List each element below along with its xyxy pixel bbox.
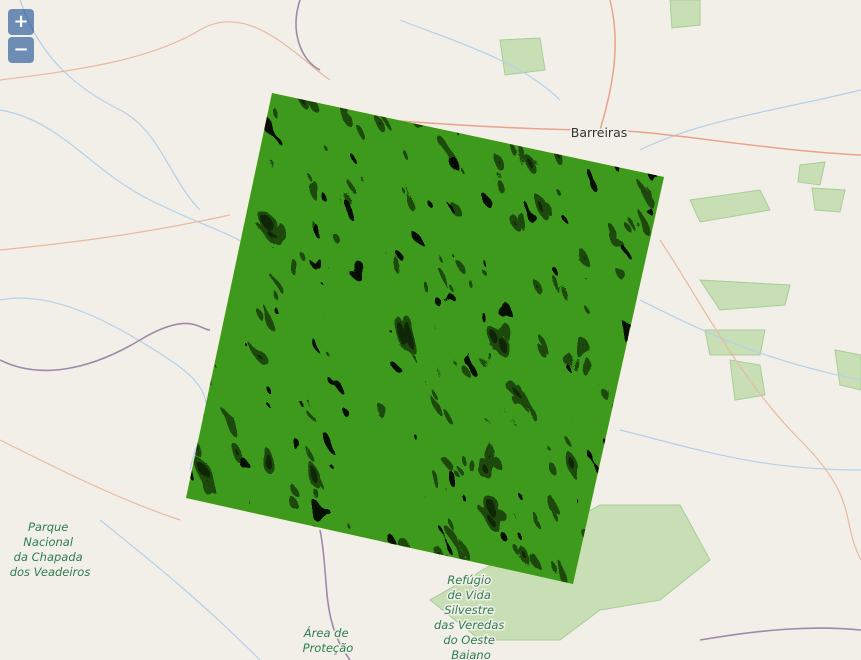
label-line: Refúgio [447, 573, 491, 587]
label-line: Parque [28, 520, 68, 534]
label-line: Silvestre [444, 603, 494, 617]
label-line: do Oeste [443, 633, 495, 647]
label-line: Área de [303, 625, 349, 640]
park-label: Parque Nacional da Chapada dos Veadeiros [10, 520, 91, 579]
label-line: de Vida [447, 588, 490, 602]
label-line: das Veredas [434, 618, 504, 632]
park-label: Área de Proteção [303, 625, 354, 655]
zoom-out-button[interactable]: − [8, 37, 34, 63]
label-line: Baiano [451, 648, 491, 660]
label-line: dos Veadeiros [10, 565, 91, 579]
place-label: Barreiras [571, 125, 628, 140]
park-label: Refúgio de Vida Silvestre das Veredas do… [434, 573, 508, 660]
label-line: Nacional [23, 535, 74, 549]
zoom-in-button[interactable]: + [8, 9, 34, 35]
label-line: Proteção [303, 641, 354, 655]
label-line: da Chapada [14, 550, 83, 564]
